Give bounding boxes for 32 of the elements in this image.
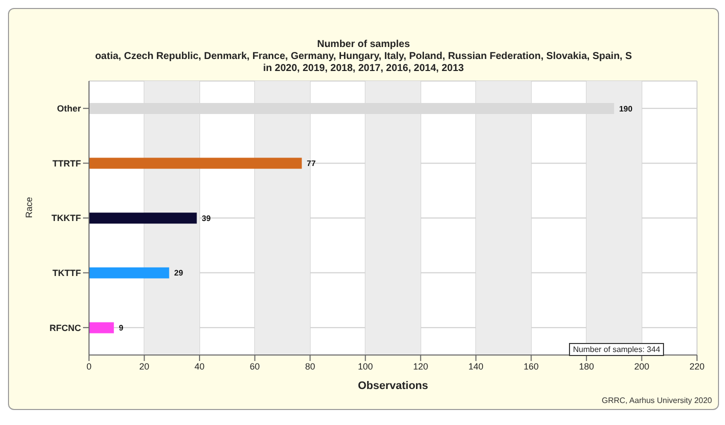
x-tick-label: 20 <box>139 361 150 372</box>
annotation: Number of samples: 344 <box>569 343 664 356</box>
x-tick-label: 200 <box>634 361 650 372</box>
bar <box>89 322 114 334</box>
x-tick-label: 160 <box>524 361 539 372</box>
x-tick-label: 100 <box>358 361 373 372</box>
data-label: 29 <box>174 268 184 278</box>
data-label: 77 <box>306 159 316 168</box>
x-axis-title: Observations <box>358 380 428 392</box>
x-tick-label: 80 <box>305 361 316 372</box>
bar <box>89 212 197 224</box>
y-tick-label: Other <box>56 104 82 114</box>
x-tick-label: 120 <box>413 361 428 372</box>
data-label: 9 <box>118 324 124 333</box>
y-tick-label: RFCNC <box>50 322 82 333</box>
y-axis-title: Race <box>24 196 34 218</box>
bar <box>89 158 302 169</box>
y-tick-label: TKTTF <box>52 268 82 278</box>
chart-subtitle: oatia, Czech Republic, Denmark, France, Germany, Hungary, Italy, Poland, Russian Federation, Slovakia, Spain, S in 2020, 2019, 2018, 2017, 2016, 2014, 2013 <box>94 51 633 75</box>
bar <box>89 267 170 278</box>
text: GRRC, Aarhus University 2020 <box>602 396 712 405</box>
y-tick-label: TKKTF <box>52 213 82 224</box>
x-tick-label: 0 <box>86 361 92 372</box>
x-tick-label: 60 <box>250 361 260 372</box>
y-tick-label: TTRTF <box>52 158 82 168</box>
x-tick-label: 40 <box>194 361 205 372</box>
x-tick-label: 140 <box>468 361 484 372</box>
x-tick-label: 180 <box>578 361 594 372</box>
x-tick-label: 220 <box>689 361 705 372</box>
data-label: 190 <box>619 104 633 114</box>
chart-title: Number of samples <box>316 39 411 51</box>
data-label: 39 <box>202 214 212 223</box>
